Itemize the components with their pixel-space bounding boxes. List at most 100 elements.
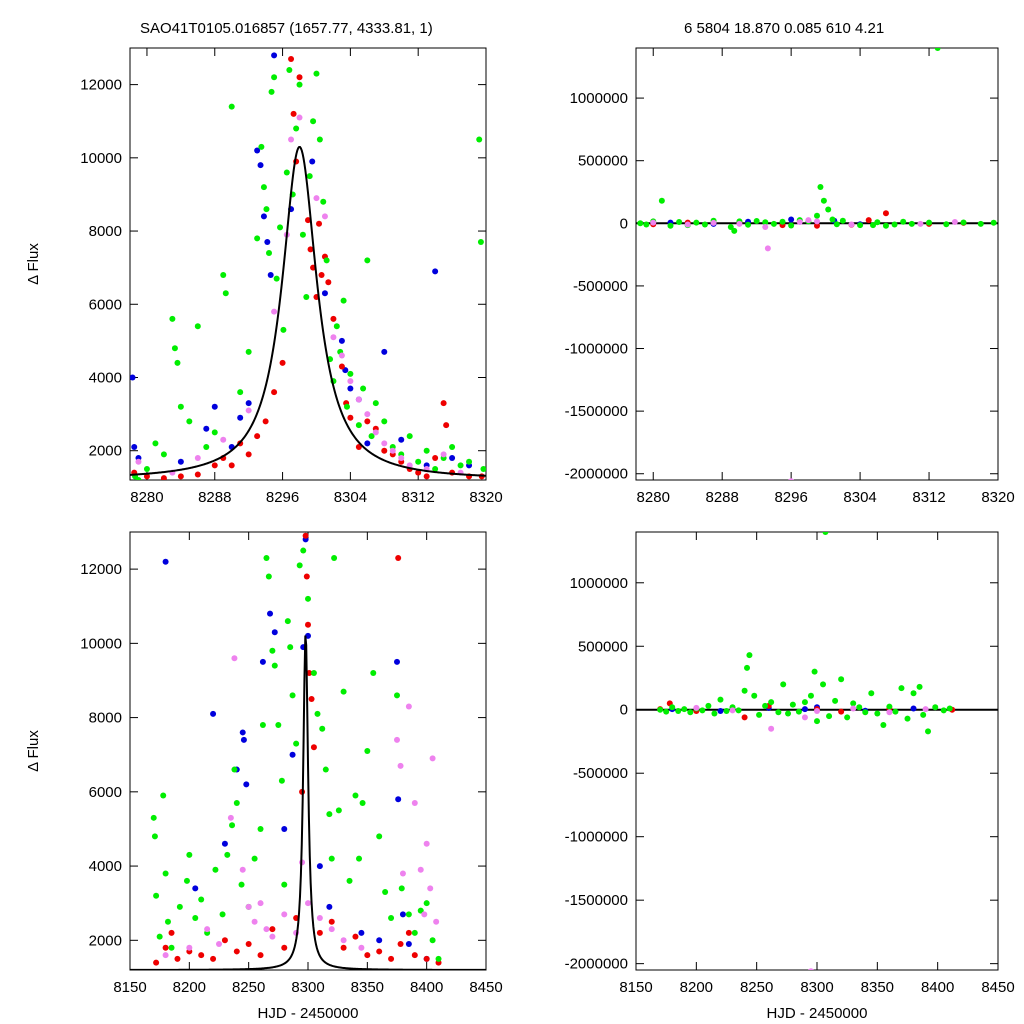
point-violet — [805, 217, 812, 224]
point-blue — [347, 385, 354, 392]
point-red — [388, 955, 395, 962]
point-green — [663, 708, 670, 715]
point-blue — [326, 903, 333, 910]
point-green — [892, 708, 899, 715]
point-red — [296, 74, 303, 81]
point-violet — [269, 933, 276, 940]
point-green — [198, 896, 205, 903]
x-tick-label: 8304 — [334, 489, 367, 506]
point-green — [169, 315, 176, 322]
point-green — [299, 231, 306, 238]
plot-frame — [635, 531, 999, 971]
point-green — [820, 197, 827, 204]
point-red — [814, 222, 820, 229]
point-red — [228, 462, 235, 469]
point-red — [423, 955, 430, 962]
point-green — [340, 688, 347, 695]
point-green — [293, 740, 300, 747]
point-green — [273, 275, 280, 282]
point-green — [183, 877, 190, 884]
point-green — [910, 690, 917, 697]
point-green — [143, 466, 150, 473]
point-violet — [808, 968, 814, 970]
point-violet — [355, 396, 362, 403]
point-red — [262, 418, 269, 425]
point-green — [820, 681, 827, 688]
point-green — [275, 722, 282, 729]
point-green — [254, 235, 261, 242]
point-green — [868, 690, 875, 697]
point-violet — [421, 911, 428, 918]
point-violet — [316, 915, 323, 922]
point-green — [480, 466, 486, 473]
point-green — [343, 403, 350, 410]
plot-frame — [129, 47, 487, 481]
point-green — [316, 136, 323, 143]
plot-frame — [635, 47, 999, 481]
point-red — [411, 952, 418, 959]
point-blue — [376, 937, 383, 944]
point-green — [224, 851, 231, 858]
point-green — [283, 169, 290, 176]
y-tick-label: 1000000 — [570, 575, 628, 592]
point-green — [795, 708, 802, 715]
point-violet — [220, 436, 227, 443]
point-green — [643, 221, 650, 228]
point-blue — [432, 268, 439, 275]
point-green — [405, 911, 412, 918]
point-red — [168, 929, 175, 936]
point-green — [477, 239, 484, 246]
point-blue — [211, 403, 218, 410]
point-green — [164, 918, 171, 925]
point-blue — [316, 863, 323, 870]
point-green — [287, 644, 294, 651]
point-green — [153, 892, 160, 899]
point-blue — [210, 710, 217, 717]
x-tick-label: 8400 — [410, 979, 443, 996]
point-green — [326, 811, 333, 818]
point-red — [338, 363, 345, 370]
point-blue — [260, 213, 267, 220]
point-red — [443, 422, 450, 429]
point-green — [693, 219, 700, 226]
x-tick-label: 8450 — [981, 979, 1014, 996]
point-blue — [257, 162, 264, 169]
point-green — [669, 704, 676, 711]
point-green — [731, 227, 738, 234]
point-green — [779, 218, 786, 225]
point-red — [221, 937, 228, 944]
point-violet — [433, 918, 440, 925]
point-green — [212, 866, 219, 873]
point-violet — [394, 736, 400, 743]
point-green — [174, 359, 181, 366]
point-green — [356, 855, 363, 862]
point-violet — [951, 219, 958, 226]
point-red — [838, 708, 845, 715]
point-green — [263, 554, 270, 561]
point-violet — [399, 870, 406, 877]
point-red — [381, 447, 388, 454]
point-violet — [417, 866, 424, 873]
point-green — [788, 222, 795, 229]
point-red — [355, 444, 362, 451]
point-blue — [259, 658, 266, 665]
y-tick-label: 500000 — [578, 153, 628, 170]
x-tick-label: 8280 — [637, 489, 670, 506]
point-violet — [340, 937, 347, 944]
point-red — [194, 471, 201, 478]
point-green — [807, 692, 814, 699]
point-blue — [203, 425, 210, 432]
point-green — [360, 385, 367, 392]
point-blue — [398, 436, 405, 443]
point-green — [266, 250, 273, 257]
point-violet — [245, 903, 252, 910]
y-tick-label: -500000 — [573, 278, 628, 295]
point-green — [770, 220, 777, 227]
point-green — [449, 444, 456, 451]
point-blue — [237, 414, 244, 421]
point-green — [667, 222, 674, 229]
point-red — [376, 948, 383, 955]
point-green — [168, 944, 175, 951]
point-red — [316, 220, 323, 227]
